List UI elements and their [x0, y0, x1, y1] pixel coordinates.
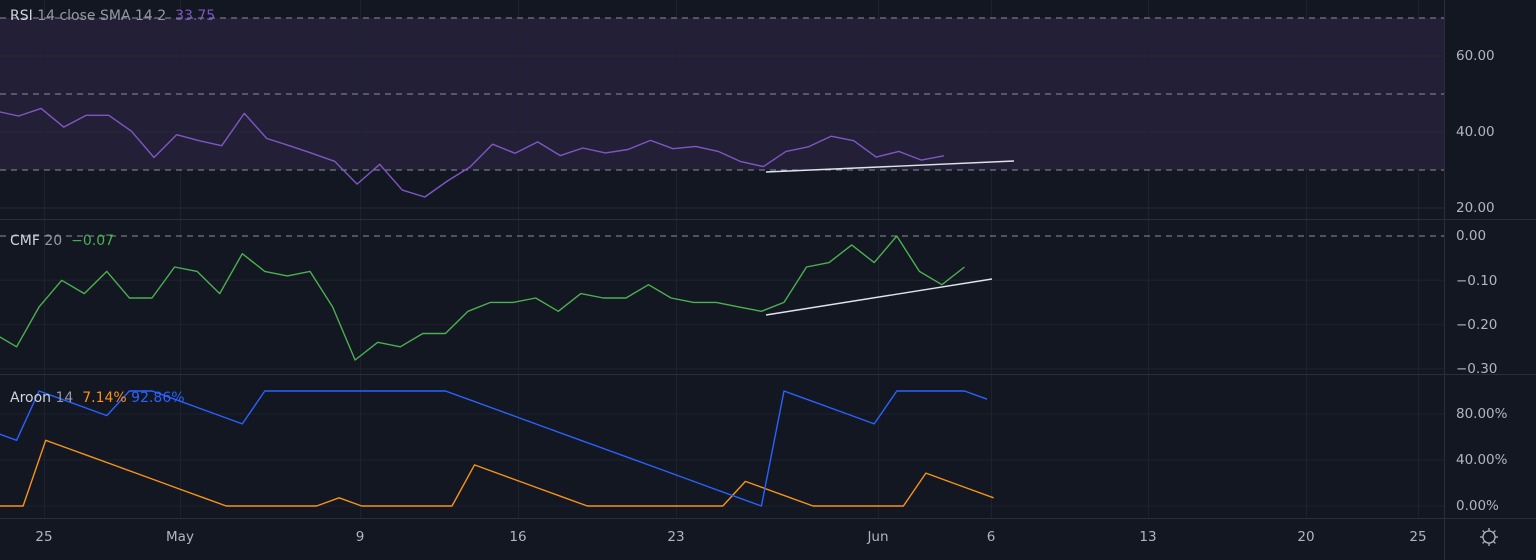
rsi-tick: 60.00	[1456, 48, 1495, 64]
aroon-tick: 0.00%	[1456, 498, 1499, 514]
aroon-legend[interactable]: Aroon 14 7.14% 92.86%	[10, 389, 185, 407]
time-tick: 16	[509, 529, 527, 545]
time-tick: May	[166, 529, 194, 545]
cmf-legend[interactable]: CMF 20 −0.07	[10, 232, 114, 250]
time-tick: 13	[1139, 529, 1157, 545]
time-tick: 23	[667, 529, 685, 545]
aroon-legend-params: 14	[55, 390, 74, 406]
cmf-legend-value: −0.07	[71, 233, 115, 249]
cmf-trendline[interactable]	[765, 278, 993, 316]
indicator-lines	[0, 107, 1015, 507]
time-tick: 9	[355, 529, 365, 545]
time-tick: 25	[35, 529, 53, 545]
rsi-legend-value: 33.75	[175, 8, 216, 24]
aroon-up-line	[0, 390, 988, 507]
cmf-tick: 0.00	[1456, 228, 1487, 244]
rsi-tick: 40.00	[1456, 124, 1495, 140]
aroon-tick: 40.00%	[1456, 452, 1508, 468]
cmf-tick: −0.10	[1456, 273, 1498, 289]
aroon-down-value: 7.14%	[82, 390, 127, 406]
rsi-legend[interactable]: RSI 14 close SMA 14 2 33.75	[10, 7, 215, 25]
cmf-legend-name: CMF	[10, 233, 40, 249]
cmf-legend-params: 20	[44, 233, 63, 249]
aroon-legend-name: Aroon	[10, 390, 52, 406]
rsi-trendline[interactable]	[765, 160, 1015, 173]
cmf-tick: −0.20	[1456, 317, 1498, 333]
time-tick: 25	[1409, 529, 1427, 545]
time-tick: 6	[986, 529, 996, 545]
time-tick: 20	[1297, 529, 1315, 545]
cmf-line	[0, 235, 965, 361]
grid-lines	[0, 0, 1444, 518]
rsi-band	[0, 18, 1444, 170]
level-lines	[0, 17, 1444, 237]
rsi-legend-params: 14 close SMA 14 2	[37, 8, 167, 24]
aroon-down-line	[0, 439, 994, 507]
time-tick: Jun	[867, 529, 889, 545]
cmf-tick: −0.30	[1456, 361, 1498, 377]
rsi-legend-name: RSI	[10, 8, 33, 24]
rsi-line	[0, 107, 945, 198]
gear-icon[interactable]	[1478, 526, 1500, 548]
rsi-tick: 20.00	[1456, 200, 1495, 216]
aroon-tick: 80.00%	[1456, 406, 1508, 422]
aroon-up-value: 92.86%	[131, 390, 185, 406]
